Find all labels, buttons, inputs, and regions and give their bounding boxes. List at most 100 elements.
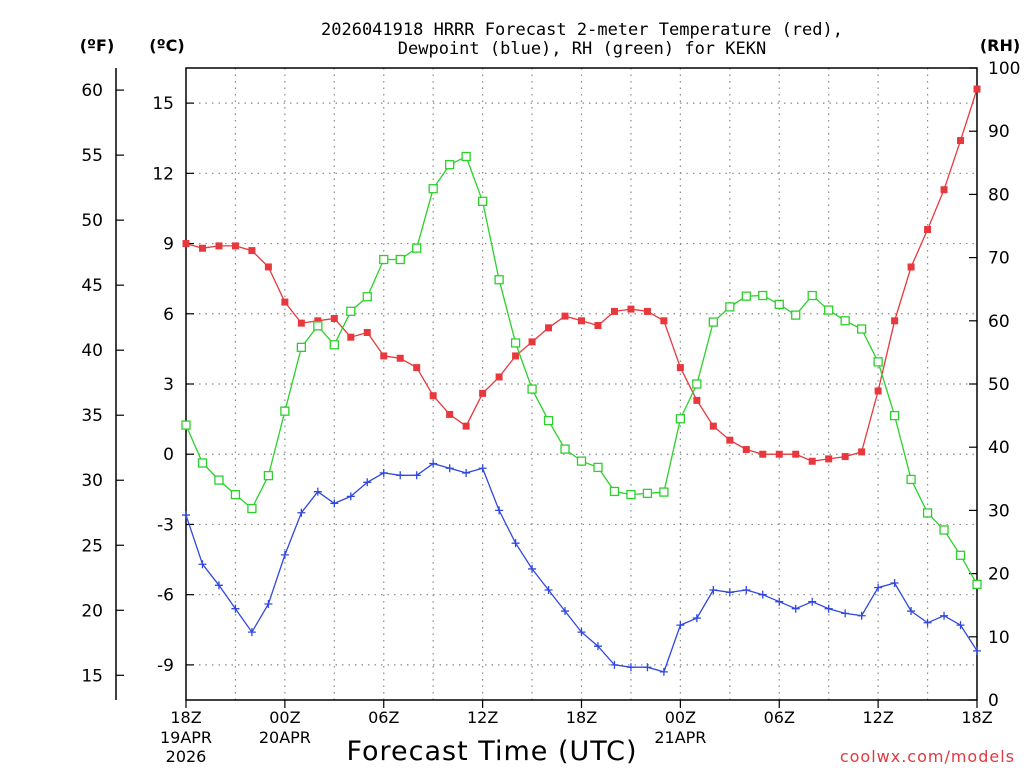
data-point	[428, 184, 438, 194]
fahrenheit-tick-label: 15	[81, 666, 103, 686]
data-point	[230, 489, 241, 500]
x-tick-date: 20APR	[259, 728, 311, 747]
data-point	[412, 243, 422, 253]
data-point	[841, 609, 850, 618]
data-point	[462, 422, 470, 430]
data-point	[214, 581, 223, 590]
data-point	[956, 621, 965, 630]
x-tick-label: 12Z	[467, 708, 498, 727]
data-point	[955, 550, 966, 560]
data-point	[429, 459, 438, 468]
data-point	[313, 321, 323, 331]
data-point	[182, 511, 190, 520]
data-point	[775, 450, 783, 458]
data-point	[215, 242, 223, 250]
data-point	[676, 364, 684, 372]
data-point	[181, 420, 191, 430]
data-point	[461, 151, 471, 162]
data-point	[742, 446, 750, 454]
data-point	[280, 550, 289, 559]
series-rh	[181, 151, 982, 589]
data-point	[758, 590, 767, 599]
data-point	[412, 471, 421, 480]
data-point	[330, 499, 339, 508]
data-point	[906, 474, 916, 485]
series-line	[185, 155, 978, 585]
data-point	[446, 410, 454, 418]
data-point	[578, 317, 585, 325]
data-point	[379, 468, 388, 477]
data-point	[479, 389, 487, 397]
data-point	[231, 242, 239, 250]
data-point	[807, 290, 817, 301]
fahrenheit-tick-label: 50	[81, 211, 103, 231]
rh-tick-label: 80	[988, 185, 1010, 205]
x-tick-date: 19APR	[160, 728, 212, 747]
plot-frame	[185, 67, 978, 701]
celsius-tick-label: 6	[163, 305, 174, 325]
celsius-tick-label: 9	[163, 235, 174, 255]
data-point	[429, 392, 437, 400]
rh-tick-label: 60	[988, 312, 1010, 332]
x-tick-label: 06Z	[764, 708, 795, 727]
data-point	[759, 450, 767, 458]
data-point	[775, 597, 784, 606]
data-point	[858, 448, 866, 456]
data-point	[874, 387, 882, 395]
data-point	[511, 539, 520, 548]
fahrenheit-tick-label: 40	[81, 341, 103, 361]
fahrenheit-tick-label: 60	[81, 81, 103, 101]
series-2-meter-temperature	[182, 85, 981, 465]
data-point	[659, 487, 669, 497]
data-point	[280, 406, 290, 416]
x-tick-date: 21APR	[654, 728, 706, 747]
data-point	[758, 290, 768, 301]
data-point	[708, 317, 718, 327]
data-point	[642, 488, 653, 498]
data-point	[924, 226, 932, 234]
credit-link[interactable]: coolwx.com/models	[840, 747, 1015, 766]
rh-tick-label: 10	[988, 628, 1010, 648]
fahrenheit-unit-label: (ºF)	[80, 36, 115, 55]
data-point	[347, 333, 355, 341]
data-point	[643, 663, 652, 672]
data-point	[528, 564, 537, 573]
data-point	[314, 317, 322, 325]
fahrenheit-tick-label: 35	[81, 406, 103, 426]
data-point	[197, 458, 208, 468]
data-point	[577, 628, 586, 637]
data-point	[231, 604, 240, 613]
data-point	[477, 196, 488, 207]
data-point	[610, 307, 618, 315]
data-point	[907, 607, 916, 616]
data-point	[248, 247, 256, 255]
data-point	[840, 316, 850, 326]
x-tick-label: 00Z	[665, 708, 696, 727]
rh-tick-label: 100	[988, 59, 1020, 79]
data-point	[544, 585, 553, 594]
rh-tick-label: 20	[988, 565, 1010, 585]
data-point	[627, 305, 635, 313]
data-point	[495, 373, 503, 381]
celsius-tick-label: 15	[152, 94, 174, 114]
rh-tick-label: 50	[988, 375, 1010, 395]
celsius-tick-label: 3	[163, 375, 174, 395]
data-point	[395, 254, 405, 265]
gridlines	[186, 68, 977, 700]
data-point	[363, 329, 371, 337]
x-tick-label: 18Z	[170, 708, 201, 727]
data-point	[675, 414, 686, 424]
data-point	[561, 312, 569, 320]
data-point	[396, 354, 404, 362]
x-tick-label: 18Z	[961, 708, 992, 727]
data-point	[329, 340, 339, 350]
data-point	[709, 422, 717, 430]
rh-tick-label: 40	[988, 438, 1010, 458]
data-point	[296, 342, 307, 352]
x-tick-label: 06Z	[368, 708, 399, 727]
chart-title-line2: Dewpoint (blue), RH (green) for KEKN	[398, 39, 766, 59]
data-point	[972, 579, 982, 589]
data-point	[560, 444, 570, 454]
data-point	[825, 455, 833, 463]
